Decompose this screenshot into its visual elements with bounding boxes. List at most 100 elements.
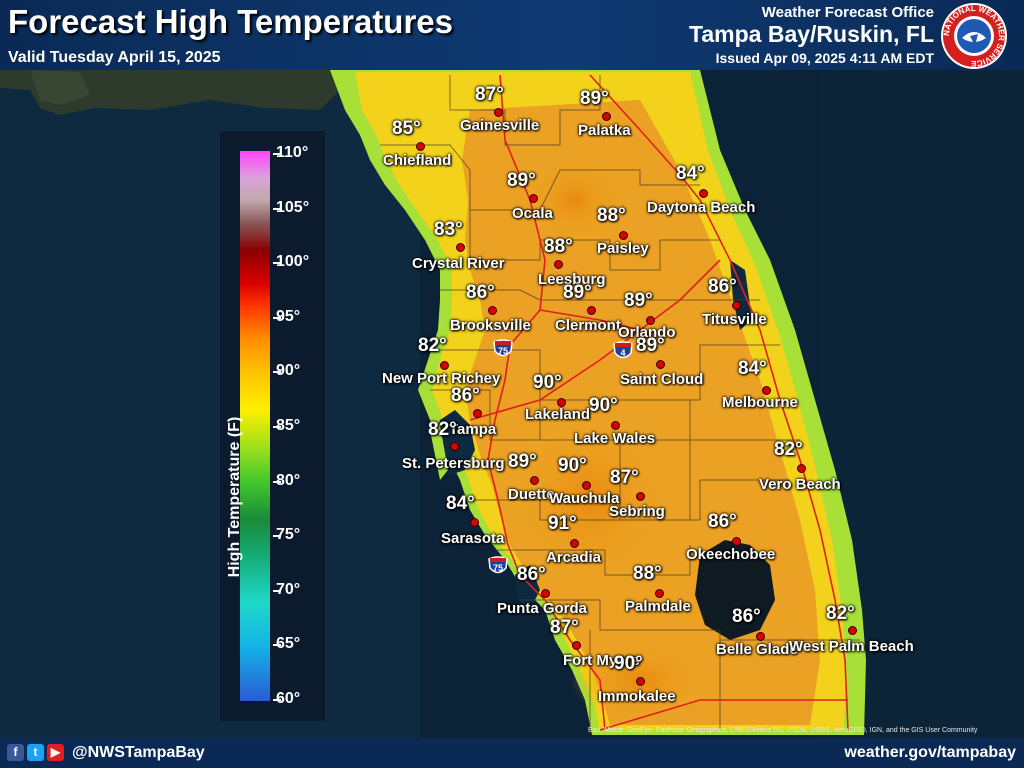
city-temperature: 89° xyxy=(508,451,537,472)
valid-date: Valid Tuesday April 15, 2025 xyxy=(8,49,221,66)
city-marker[interactable] xyxy=(732,537,741,546)
city-marker[interactable] xyxy=(646,316,655,325)
city-name: Duette xyxy=(508,486,555,503)
city-marker[interactable] xyxy=(572,641,581,650)
city-marker[interactable] xyxy=(762,386,771,395)
legend-tick xyxy=(273,207,281,210)
city-marker[interactable] xyxy=(602,112,611,121)
twitter-icon[interactable]: t xyxy=(27,744,44,761)
city-marker[interactable] xyxy=(557,398,566,407)
city-name: St. Petersburg xyxy=(402,455,505,472)
city-temperature: 86° xyxy=(466,282,495,303)
city-marker[interactable] xyxy=(416,142,425,151)
city-temperature: 90° xyxy=(614,653,643,674)
city-marker[interactable] xyxy=(797,464,806,473)
colorbar xyxy=(240,151,270,701)
city-marker[interactable] xyxy=(473,409,482,418)
city-name: New Port Richey xyxy=(382,370,501,387)
city-temperature: 86° xyxy=(451,385,480,406)
city-name: Titusville xyxy=(702,311,767,328)
city-marker[interactable] xyxy=(440,361,449,370)
legend-tick xyxy=(273,699,281,701)
city-marker[interactable] xyxy=(494,108,503,117)
city-temperature: 89° xyxy=(636,335,665,356)
legend-tick-label: 65° xyxy=(276,635,301,653)
city-temperature: 90° xyxy=(558,455,587,476)
svg-text:75: 75 xyxy=(498,346,508,356)
city-name: Crystal River xyxy=(412,255,505,272)
city-marker[interactable] xyxy=(456,243,465,252)
legend-tick xyxy=(273,316,281,319)
interstate-shield-icon: 75 xyxy=(492,338,514,360)
city-name: Okeechobee xyxy=(686,546,776,563)
city-name: Chiefland xyxy=(383,152,452,169)
legend-tick xyxy=(273,644,281,647)
interstate-shield-icon: 4 xyxy=(612,340,634,362)
city-temperature: 85° xyxy=(392,118,421,139)
svg-text:4: 4 xyxy=(620,348,625,358)
city-marker[interactable] xyxy=(636,492,645,501)
social-handle[interactable]: @NWSTampaBay xyxy=(72,744,205,761)
city-marker[interactable] xyxy=(554,260,563,269)
city-name: Leesburg xyxy=(538,271,606,288)
city-marker[interactable] xyxy=(450,442,459,451)
city-temperature: 87° xyxy=(475,84,504,105)
city-marker[interactable] xyxy=(619,231,628,240)
city-name: Vero Beach xyxy=(759,476,841,493)
city-name: Palatka xyxy=(578,122,631,139)
city-temperature: 90° xyxy=(589,395,618,416)
page-title: Forecast High Temperatures xyxy=(8,3,454,40)
legend-tick-label: 110° xyxy=(276,144,309,161)
city-marker[interactable] xyxy=(530,476,539,485)
city-temperature: 84° xyxy=(738,358,767,379)
youtube-icon[interactable]: ▶ xyxy=(47,744,64,761)
city-name: Arcadia xyxy=(546,549,602,566)
legend-tick xyxy=(273,535,281,538)
city-marker[interactable] xyxy=(655,589,664,598)
header-bar xyxy=(0,0,1024,70)
footer-bar xyxy=(0,738,1024,768)
city-marker[interactable] xyxy=(611,421,620,430)
city-marker[interactable] xyxy=(570,539,579,548)
city-marker[interactable] xyxy=(699,189,708,198)
city-name: Lake Wales xyxy=(574,430,656,447)
legend-tick-label: 95° xyxy=(276,307,301,325)
city-marker[interactable] xyxy=(470,518,479,527)
city-name: Ocala xyxy=(512,205,553,222)
city-temperature: 90° xyxy=(533,372,562,393)
city-temperature: 89° xyxy=(624,290,653,311)
city-name: Tampa xyxy=(449,421,497,438)
interstate-shield-icon: 75 xyxy=(487,555,509,577)
city-temperature: 84° xyxy=(676,163,705,184)
legend-tick-label: 85° xyxy=(276,417,301,434)
city-marker[interactable] xyxy=(656,360,665,369)
city-marker[interactable] xyxy=(756,632,765,641)
city-name: Paisley xyxy=(597,240,649,257)
city-temperature: 89° xyxy=(580,88,609,109)
svg-text:75: 75 xyxy=(493,563,503,573)
city-marker[interactable] xyxy=(732,301,741,310)
nws-logo-icon[interactable]: NATIONAL WEATHER SERVICE xyxy=(940,2,1008,70)
city-name: Daytona Beach xyxy=(647,199,756,216)
city-temperature: 89° xyxy=(563,282,592,303)
city-marker[interactable] xyxy=(848,626,857,635)
website-link[interactable]: weather.gov/tampabay xyxy=(844,744,1016,761)
social-icons: f t ▶ xyxy=(7,744,64,761)
city-name: Palmdale xyxy=(625,598,691,615)
city-marker[interactable] xyxy=(582,481,591,490)
city-marker[interactable] xyxy=(488,306,497,315)
city-name: Wauchula xyxy=(549,490,620,507)
color-legend: High Temperature (F) 110° 105° 100° 95° 90° 8… xyxy=(220,131,325,721)
city-marker[interactable] xyxy=(636,677,645,686)
legend-tick xyxy=(273,153,281,155)
city-marker[interactable] xyxy=(541,589,550,598)
city-marker[interactable] xyxy=(587,306,596,315)
office-name: Tampa Bay/Ruskin, FL xyxy=(689,21,934,47)
city-temperature: 88° xyxy=(597,205,626,226)
facebook-icon[interactable]: f xyxy=(7,744,24,761)
city-temperature: 86° xyxy=(708,276,737,297)
city-marker[interactable] xyxy=(529,194,538,203)
map-credits: Esri, Maxar, GeoEye, Earthstar Geographi… xyxy=(588,727,978,734)
city-temperature: 88° xyxy=(544,236,573,257)
